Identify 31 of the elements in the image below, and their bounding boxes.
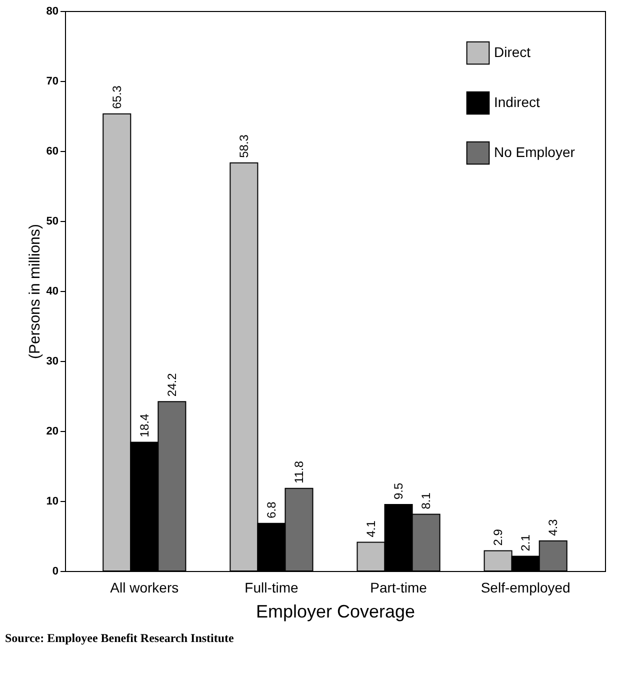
data-label: 9.5	[392, 482, 406, 500]
y-tick-label: 20	[46, 426, 58, 438]
y-tick-label: 60	[46, 146, 58, 158]
data-label: 58.3	[236, 134, 251, 158]
data-label: 4.3	[546, 518, 560, 536]
legend-label: Direct	[494, 44, 531, 60]
data-label: 4.1	[364, 520, 378, 538]
x-tick-label: Part-time	[370, 580, 428, 596]
data-label: 8.1	[419, 492, 434, 510]
y-tick-label: 10	[46, 496, 58, 508]
source-note: Source: Employee Benefit Research Institute	[5, 631, 235, 645]
data-label: 2.9	[491, 528, 506, 546]
data-label: 18.4	[137, 414, 152, 438]
data-label: 2.1	[518, 534, 533, 552]
y-tick-label: 30	[46, 356, 58, 368]
x-axis-title: Employer Coverage	[256, 602, 416, 622]
data-label: 6.8	[264, 501, 278, 518]
y-axis-title: (Persons in millions)	[26, 224, 44, 360]
x-tick-label: Self-employed	[480, 580, 570, 596]
data-label: 24.2	[164, 372, 179, 397]
y-tick-label: 70	[46, 76, 58, 88]
data-label: 11.8	[292, 460, 306, 484]
x-tick-label: All workers	[110, 580, 179, 596]
legend-label: Indirect	[494, 94, 540, 110]
y-tick-label: 0	[52, 566, 58, 578]
legend-label: No Employer	[494, 144, 576, 160]
y-tick-label: 50	[46, 216, 58, 228]
y-tick-label: 80	[46, 6, 58, 18]
y-tick-label: 40	[46, 286, 58, 298]
x-tick-label: Full-time	[244, 580, 299, 596]
data-label: 65.3	[110, 85, 124, 109]
